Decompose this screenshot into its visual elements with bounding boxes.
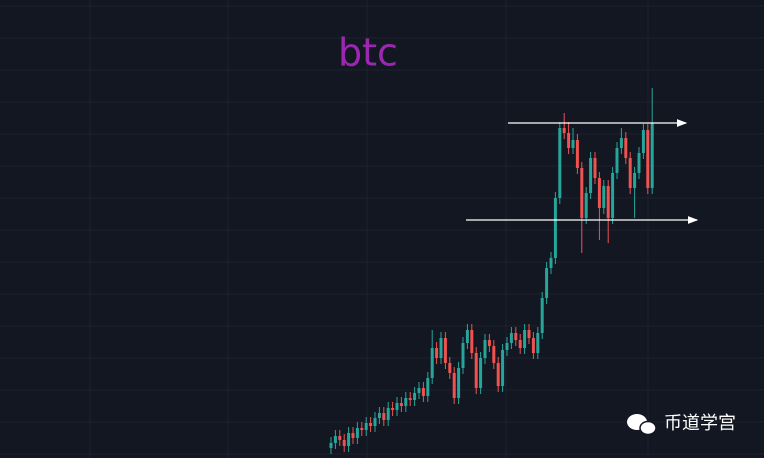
candle-body [597, 178, 601, 208]
candle-body [611, 173, 615, 218]
candle-body [553, 198, 557, 258]
candle-body [624, 138, 628, 158]
candle-body [536, 333, 540, 353]
candle-body [342, 440, 346, 446]
candle-body [571, 140, 575, 148]
candle-body [633, 173, 637, 188]
candle-body [457, 368, 461, 398]
candle-body [443, 338, 447, 363]
candle-body [483, 340, 487, 358]
candle-body [470, 330, 474, 353]
candle-body [435, 348, 439, 358]
candle-body [619, 138, 623, 148]
candle-body [386, 408, 390, 420]
candle-body [333, 436, 337, 443]
candle-body [448, 363, 452, 373]
candle-body [615, 148, 619, 173]
candle-body [492, 346, 496, 363]
candle-body [413, 393, 417, 400]
candle-body [329, 443, 333, 448]
candle-body [355, 428, 359, 438]
candle-body [527, 330, 531, 338]
candle-body [439, 338, 443, 358]
watermark-text: 币道学宫 [664, 413, 736, 434]
candle-body [347, 433, 351, 446]
candle-body [395, 403, 399, 410]
candle-body [549, 258, 553, 268]
candle-body [408, 398, 412, 400]
candle-body [650, 123, 654, 188]
candle-body [399, 403, 403, 406]
candle-body [487, 340, 491, 346]
candle-body [646, 130, 650, 188]
candle-body [391, 408, 395, 410]
candle-body [545, 268, 549, 298]
chart-title: btc [338, 31, 398, 75]
wechat-icon [639, 420, 657, 436]
watermark: 币道学宫 [627, 413, 736, 436]
candle-body [641, 130, 645, 153]
candle-body [567, 133, 571, 148]
candle-body [514, 333, 518, 340]
candle-body [479, 358, 483, 388]
candle-body [584, 193, 588, 218]
candle-body [382, 413, 386, 420]
candle-body [501, 350, 505, 386]
candle-body [373, 418, 377, 426]
candle-body [523, 330, 527, 348]
candle-body [505, 343, 509, 350]
candle-body [404, 398, 408, 406]
candle-body [589, 158, 593, 193]
candle-body [602, 186, 606, 208]
candle-body [509, 333, 513, 343]
candle-body [496, 363, 500, 386]
candle-body [338, 436, 342, 440]
candle-body [377, 413, 381, 418]
candle-body [562, 128, 566, 133]
candle-body [426, 378, 430, 396]
candle-body [452, 373, 456, 398]
candle-body [364, 423, 368, 430]
candle-body [575, 140, 579, 168]
candle-body [606, 186, 610, 218]
candle-body [518, 340, 522, 348]
candle-body [628, 158, 632, 188]
candle-body [351, 433, 355, 438]
candle-body [531, 338, 535, 353]
candle-body [540, 298, 544, 333]
candle-body [360, 428, 364, 430]
candle-body [474, 353, 478, 388]
candle-body [580, 168, 584, 218]
candle-body [421, 388, 425, 396]
candle-body [593, 158, 597, 178]
candle-body [558, 128, 562, 198]
candle-body [417, 388, 421, 393]
candle-body [637, 153, 641, 173]
candle-body [465, 330, 469, 343]
candle-body [369, 423, 373, 426]
candle-body [430, 348, 434, 378]
candle-body [461, 343, 465, 368]
